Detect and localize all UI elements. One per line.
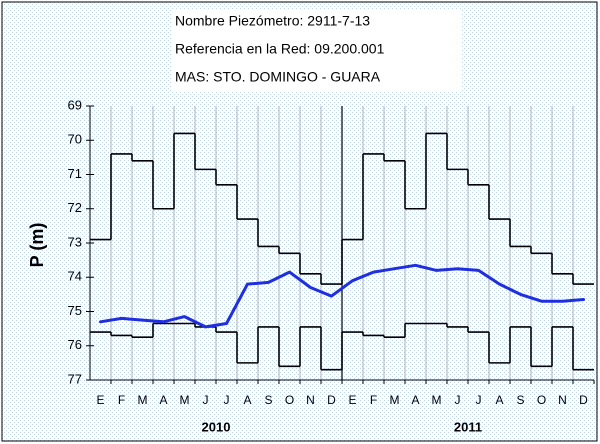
- x-tick-label: N: [306, 393, 315, 407]
- x-tick-label: S: [516, 393, 524, 407]
- title-line: Referencia en la Red: 09.200.001: [175, 41, 385, 57]
- x-tick-label: J: [203, 393, 209, 407]
- x-tick-label: M: [138, 393, 148, 407]
- x-tick-label: O: [285, 393, 294, 407]
- x-tick-label: O: [537, 393, 546, 407]
- x-tick-label: F: [118, 393, 125, 407]
- y-tick-label: 77: [68, 371, 82, 386]
- x-tick-label: M: [390, 393, 400, 407]
- y-tick-label: 73: [68, 234, 82, 249]
- x-tick-label: J: [455, 393, 461, 407]
- x-tick-label: E: [348, 393, 356, 407]
- x-tick-label: A: [411, 393, 419, 407]
- x-tick-label: A: [243, 393, 251, 407]
- x-tick-label: D: [327, 393, 336, 407]
- y-tick-label: 69: [68, 97, 82, 112]
- title-box: [172, 10, 462, 92]
- x-tick-label: F: [370, 393, 377, 407]
- y-tick-label: 76: [68, 337, 82, 352]
- x-tick-label: J: [476, 393, 482, 407]
- x-tick-label: A: [495, 393, 503, 407]
- x-tick-label: M: [432, 393, 442, 407]
- y-tick-label: 74: [68, 269, 82, 284]
- level-line: [99, 263, 585, 329]
- y-tick-label: 70: [68, 132, 82, 147]
- y-tick-label: 72: [68, 200, 82, 215]
- x-tick-label: D: [579, 393, 588, 407]
- title-line: MAS: STO. DOMINGO - GUARA: [175, 69, 381, 85]
- x-tick-label: M: [180, 393, 190, 407]
- x-tick-label: S: [264, 393, 272, 407]
- year-label: 2010: [202, 419, 231, 434]
- y-tick-label: 75: [68, 303, 82, 318]
- title-line: Nombre Piezómetro: 2911-7-13: [175, 13, 370, 29]
- x-tick-label: N: [558, 393, 567, 407]
- x-tick-label: A: [159, 393, 167, 407]
- x-tick-label: J: [224, 393, 230, 407]
- y-axis-label: P (m): [27, 223, 47, 268]
- x-tick-label: E: [96, 393, 104, 407]
- year-label: 2011: [454, 419, 482, 434]
- y-tick-label: 71: [68, 166, 82, 181]
